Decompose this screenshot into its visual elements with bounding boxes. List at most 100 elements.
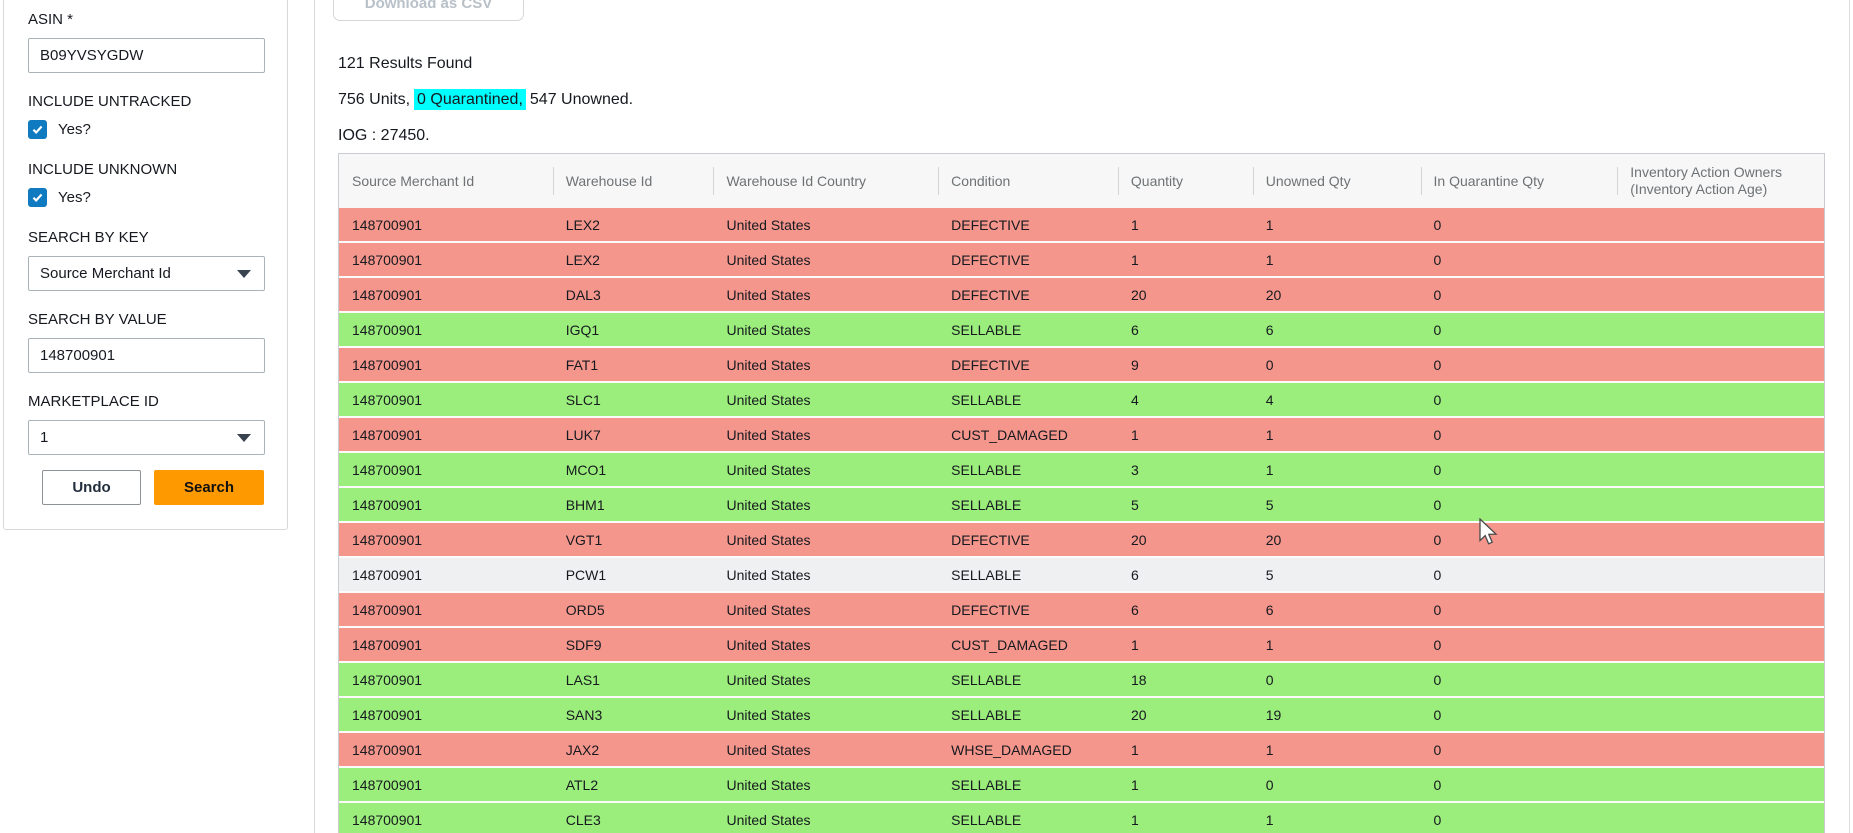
cell-quantity: 1 — [1130, 426, 1139, 443]
cell-quantity: 6 — [1130, 566, 1139, 583]
column-header[interactable]: Condition — [938, 154, 1118, 208]
cell-warehouse-id: SDF9 — [565, 636, 602, 653]
cell-unowned-qty: 5 — [1265, 566, 1274, 583]
cell-warehouse-id-country: United States — [726, 286, 811, 303]
table-row[interactable]: 148700901 PCW1 United States SELLABLE 6 … — [339, 558, 1824, 593]
cell-unowned-qty: 19 — [1265, 706, 1282, 723]
undo-button[interactable]: Undo — [42, 470, 141, 505]
include-untracked-checkbox[interactable] — [28, 120, 47, 139]
table-row[interactable]: 148700901 VGT1 United States DEFECTIVE 2… — [339, 523, 1824, 558]
column-header[interactable]: Source Merchant Id — [352, 172, 475, 189]
cell-unowned-qty: 6 — [1265, 321, 1274, 338]
table-row[interactable]: 148700901 SLC1 United States SELLABLE 4 … — [339, 383, 1824, 418]
cell-warehouse-id-country: United States — [726, 741, 811, 758]
cell-inventory-action-owners — [1617, 278, 1824, 311]
cell-in-quarantine-qty: 0 — [1433, 776, 1442, 793]
cell-inventory-action-owners — [1617, 558, 1824, 591]
cell-inventory-action-owners — [1617, 803, 1824, 833]
table-row[interactable]: 148700901 LEX2 United States DEFECTIVE 1… — [339, 243, 1824, 278]
asin-input[interactable] — [28, 38, 265, 73]
download-csv-button[interactable]: Download as CSV — [333, 0, 524, 21]
cell-unowned-qty: 6 — [1265, 601, 1274, 618]
cell-warehouse-id-country: United States — [726, 776, 811, 793]
quarantined-highlight: 0 Quarantined, — [414, 89, 526, 110]
unowned-total: 547 Unowned. — [529, 91, 634, 108]
cell-condition: DEFECTIVE — [951, 216, 1030, 233]
cell-condition: WHSE_DAMAGED — [951, 741, 1072, 758]
panel-content-divider — [314, 0, 315, 833]
cell-quantity: 1 — [1130, 251, 1139, 268]
cell-warehouse-id: SLC1 — [565, 391, 601, 408]
cell-unowned-qty: 1 — [1265, 811, 1274, 828]
cell-unowned-qty: 0 — [1265, 671, 1274, 688]
table-row[interactable]: 148700901 ATL2 United States SELLABLE 1 … — [339, 768, 1824, 803]
cell-unowned-qty: 20 — [1265, 531, 1282, 548]
include-untracked-row: Yes? — [28, 120, 267, 139]
iog-line: IOG : 27450. — [338, 127, 430, 144]
table-row[interactable]: 148700901 DAL3 United States DEFECTIVE 2… — [339, 278, 1824, 313]
column-header[interactable]: In Quarantine Qty — [1420, 154, 1618, 208]
search-by-value-label: SEARCH BY VALUE — [28, 311, 167, 328]
table-row[interactable]: 148700901 CLE3 United States SELLABLE 1 … — [339, 803, 1824, 833]
cell-condition: DEFECTIVE — [951, 251, 1030, 268]
column-header[interactable]: Inventory Action Owners (Inventory Actio… — [1617, 154, 1824, 208]
table-row[interactable]: 148700901 FAT1 United States DEFECTIVE 9… — [339, 348, 1824, 383]
table-row[interactable]: 148700901 SAN3 United States SELLABLE 20… — [339, 698, 1824, 733]
cell-condition: SELLABLE — [951, 566, 1022, 583]
cell-in-quarantine-qty: 0 — [1433, 706, 1442, 723]
table-row[interactable]: 148700901 IGQ1 United States SELLABLE 6 … — [339, 313, 1824, 348]
cell-quantity: 4 — [1130, 391, 1139, 408]
marketplace-id-select[interactable]: 1 — [28, 420, 265, 455]
asin-label: ASIN * — [28, 11, 74, 28]
table-row[interactable]: 148700901 LAS1 United States SELLABLE 18… — [339, 663, 1824, 698]
cell-warehouse-id: IGQ1 — [565, 321, 600, 338]
cell-quantity: 6 — [1130, 601, 1139, 618]
cell-warehouse-id: ORD5 — [565, 601, 605, 618]
table-row[interactable]: 148700901 BHM1 United States SELLABLE 5 … — [339, 488, 1824, 523]
checkmark-icon — [32, 193, 43, 203]
column-header[interactable]: Quantity — [1117, 154, 1253, 208]
cell-in-quarantine-qty: 0 — [1433, 636, 1442, 653]
table-row[interactable]: 148700901 ORD5 United States DEFECTIVE 6… — [339, 593, 1824, 628]
marketplace-id-selected-value: 1 — [40, 429, 49, 446]
cell-warehouse-id: MCO1 — [565, 461, 607, 478]
cell-warehouse-id-country: United States — [726, 496, 811, 513]
cell-warehouse-id-country: United States — [726, 811, 811, 828]
cell-unowned-qty: 1 — [1265, 426, 1274, 443]
cell-unowned-qty: 1 — [1265, 461, 1274, 478]
search-by-key-select[interactable]: Source Merchant Id — [28, 256, 265, 291]
cell-in-quarantine-qty: 0 — [1433, 566, 1442, 583]
cell-condition: SELLABLE — [951, 776, 1022, 793]
search-by-value-input[interactable] — [28, 338, 265, 373]
table-body: 148700901 LEX2 United States DEFECTIVE 1… — [339, 208, 1824, 833]
cell-quantity: 1 — [1130, 741, 1139, 758]
cell-warehouse-id: JAX2 — [565, 741, 600, 758]
cell-warehouse-id: LEX2 — [565, 251, 600, 268]
cell-warehouse-id: CLE3 — [565, 811, 601, 828]
table-row[interactable]: 148700901 LEX2 United States DEFECTIVE 1… — [339, 208, 1824, 243]
cell-inventory-action-owners — [1617, 663, 1824, 696]
cell-quantity: 20 — [1130, 531, 1147, 548]
include-unknown-yes-label: Yes? — [58, 189, 91, 206]
include-unknown-checkbox[interactable] — [28, 188, 47, 207]
column-header[interactable]: Unowned Qty — [1252, 154, 1421, 208]
table-row[interactable]: 148700901 JAX2 United States WHSE_DAMAGE… — [339, 733, 1824, 768]
cell-source-merchant-id: 148700901 — [352, 811, 423, 828]
cell-condition: SELLABLE — [951, 461, 1022, 478]
search-by-key-label: SEARCH BY KEY — [28, 229, 149, 246]
cell-inventory-action-owners — [1617, 313, 1824, 346]
table-row[interactable]: 148700901 MCO1 United States SELLABLE 3 … — [339, 453, 1824, 488]
cell-warehouse-id-country: United States — [726, 636, 811, 653]
scrollbar-track-edge[interactable] — [1849, 0, 1850, 833]
column-header[interactable]: Warehouse Id Country — [713, 154, 938, 208]
table-row[interactable]: 148700901 SDF9 United States CUST_DAMAGE… — [339, 628, 1824, 663]
cell-inventory-action-owners — [1617, 418, 1824, 451]
cell-warehouse-id-country: United States — [726, 321, 811, 338]
search-button[interactable]: Search — [154, 470, 264, 505]
filter-panel: ASIN * INCLUDE UNTRACKED Yes? INCLUDE UN… — [3, 0, 288, 530]
column-header[interactable]: Warehouse Id — [552, 154, 714, 208]
table-row[interactable]: 148700901 LUK7 United States CUST_DAMAGE… — [339, 418, 1824, 453]
cell-warehouse-id: SAN3 — [565, 706, 603, 723]
cell-warehouse-id-country: United States — [726, 531, 811, 548]
